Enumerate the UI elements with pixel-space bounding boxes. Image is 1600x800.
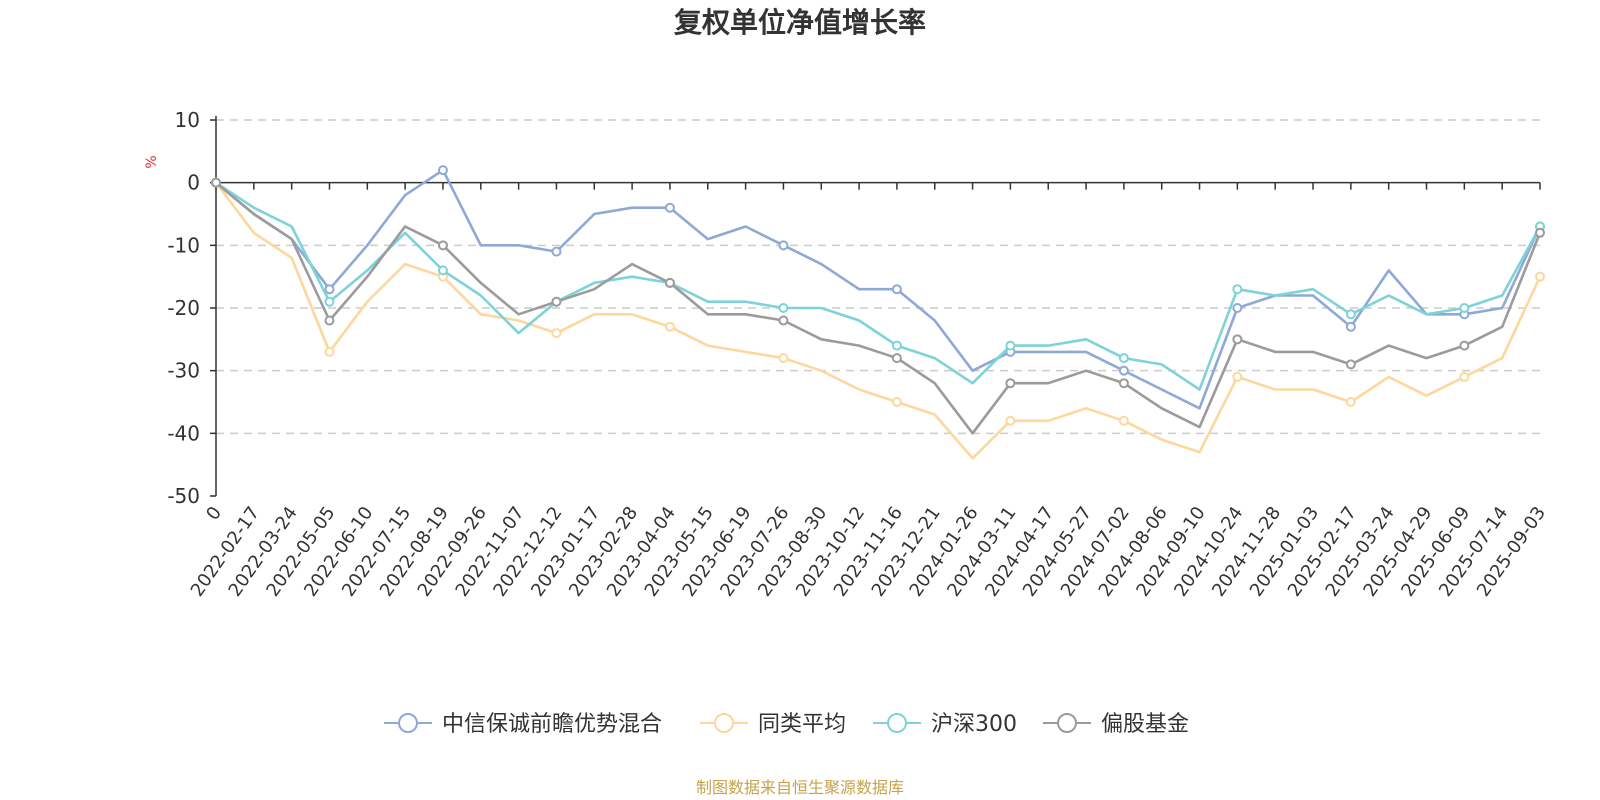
series-point bbox=[891, 353, 902, 364]
series-line bbox=[215, 181, 1542, 435]
series-point bbox=[1118, 365, 1129, 376]
series-point bbox=[324, 346, 335, 357]
series-point bbox=[1345, 359, 1356, 370]
series-point bbox=[1232, 334, 1243, 345]
series-line bbox=[215, 181, 1542, 391]
series-point bbox=[778, 303, 789, 313]
series-point bbox=[551, 328, 562, 339]
y-tick-label: 10 bbox=[175, 108, 200, 132]
series-point bbox=[437, 240, 448, 251]
series-point bbox=[778, 240, 789, 251]
series-point bbox=[551, 296, 562, 307]
series-point bbox=[1459, 371, 1470, 382]
legend: 中信保诚前瞻优势混合 同类平均 沪深300 偏股基金 bbox=[384, 712, 1189, 737]
series-point bbox=[664, 202, 675, 213]
legend-label: 偏股基金 bbox=[1101, 712, 1189, 737]
series-point bbox=[1118, 415, 1129, 426]
series-point bbox=[891, 397, 902, 407]
grid bbox=[216, 119, 1540, 435]
legend-marker bbox=[887, 713, 907, 733]
y-tick-label: -20 bbox=[167, 296, 200, 320]
series-point bbox=[1345, 309, 1356, 320]
series-line bbox=[214, 181, 1542, 460]
series-point bbox=[1535, 227, 1545, 238]
series-point bbox=[324, 284, 335, 295]
x-tick-label: 0 bbox=[202, 503, 226, 524]
axes: 100-10-20-30-40-5002022-02-172022-03-242… bbox=[167, 108, 1550, 601]
series-point bbox=[437, 165, 448, 176]
y-tick-label: -50 bbox=[167, 484, 200, 508]
y-tick-label: -10 bbox=[167, 233, 200, 257]
series-point bbox=[1232, 371, 1243, 382]
series-point bbox=[664, 277, 675, 288]
series-point bbox=[1232, 284, 1243, 295]
series-point bbox=[1459, 303, 1470, 313]
y-axis-unit: % bbox=[144, 155, 160, 168]
legend-marker bbox=[398, 713, 418, 733]
series-point bbox=[778, 315, 789, 326]
legend-marker bbox=[1057, 713, 1077, 733]
series-point bbox=[1535, 271, 1545, 282]
series-point bbox=[1459, 340, 1470, 351]
y-tick-label: 0 bbox=[187, 171, 200, 195]
series-point bbox=[891, 284, 902, 295]
series-line bbox=[215, 168, 1542, 410]
series-point bbox=[1005, 340, 1016, 351]
y-tick-label: -30 bbox=[167, 359, 200, 383]
series-lines bbox=[211, 165, 1545, 460]
legend-marker bbox=[714, 713, 734, 733]
series-point bbox=[211, 177, 221, 188]
series-point bbox=[1118, 378, 1129, 389]
series-point bbox=[1005, 378, 1016, 389]
series-point bbox=[551, 246, 562, 257]
y-tick-label: -40 bbox=[167, 421, 200, 445]
series-point bbox=[1118, 353, 1129, 364]
series-point bbox=[1345, 321, 1356, 332]
legend-label: 沪深300 bbox=[931, 712, 1017, 737]
source-note: 制图数据来自恒生聚源数据库 bbox=[696, 778, 904, 797]
series-point bbox=[891, 340, 902, 351]
series-point bbox=[324, 296, 335, 307]
series-point bbox=[1345, 397, 1356, 407]
series-point bbox=[1005, 415, 1016, 426]
series-point bbox=[324, 315, 335, 326]
legend-label: 中信保诚前瞻优势混合 bbox=[442, 712, 662, 737]
series-point bbox=[664, 321, 675, 332]
legend-label: 同类平均 bbox=[758, 712, 846, 737]
series-point bbox=[1232, 303, 1243, 313]
series-point bbox=[437, 265, 448, 276]
chart-title: 复权单位净值增长率 bbox=[674, 6, 926, 39]
series-point bbox=[778, 353, 789, 364]
